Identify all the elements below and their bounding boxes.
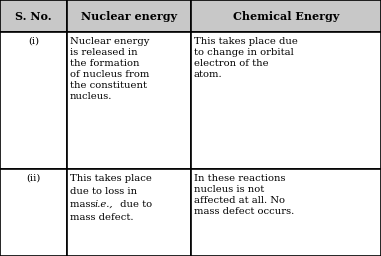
Bar [0, 32, 67, 169]
Text: (ii): (ii) [26, 174, 40, 183]
Bar [67, 0, 190, 32]
Bar [190, 0, 381, 32]
Text: due to loss in: due to loss in [70, 187, 137, 196]
Text: This takes place due
to change in orbital
electron of the
atom.: This takes place due to change in orbita… [194, 37, 298, 79]
Text: mass: mass [70, 200, 98, 209]
Bar [190, 169, 381, 256]
Bar [190, 32, 381, 169]
Text: (i): (i) [28, 37, 39, 46]
Text: Chemical Energy: Chemical Energy [232, 10, 339, 22]
Bar [0, 169, 67, 256]
Text: In these reactions
nucleus is not
affected at all. No
mass defect occurs.: In these reactions nucleus is not affect… [194, 174, 294, 216]
Text: Nuclear energy: Nuclear energy [80, 10, 177, 22]
Bar [0, 0, 67, 32]
Text: S. No.: S. No. [15, 10, 52, 22]
Bar [67, 32, 190, 169]
Text: Nuclear energy
is released in
the formation
of nucleus from
the constituent
nucl: Nuclear energy is released in the format… [70, 37, 149, 101]
Text: mass defect.: mass defect. [70, 212, 133, 222]
Text: i.e.,: i.e., [95, 200, 113, 209]
Text: due to: due to [117, 200, 152, 209]
Text: This takes place: This takes place [70, 174, 152, 183]
Bar [67, 169, 190, 256]
